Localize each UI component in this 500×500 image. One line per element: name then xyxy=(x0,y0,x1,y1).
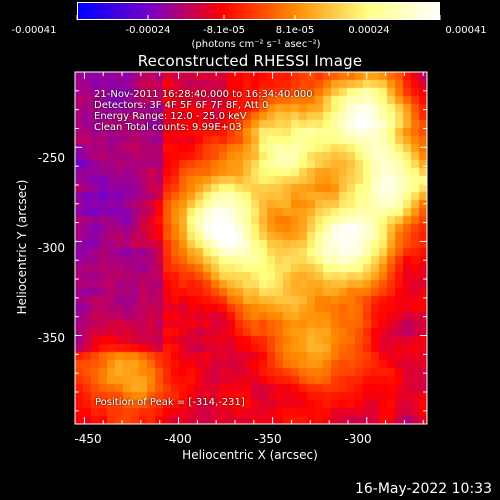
y-axis-label: Heliocentric Y (arcsec) xyxy=(15,179,29,315)
y-tick-label: -250 xyxy=(37,151,65,165)
colorbar-tick: -0.00041 xyxy=(11,25,57,36)
x-tick-label: -350 xyxy=(254,432,282,446)
colorbar-tick: -8.1e-05 xyxy=(203,25,245,36)
colorbar-tick: 0.00041 xyxy=(445,25,487,36)
info-counts: Clean Total counts: 9.99E+03 xyxy=(94,122,242,133)
colorbar-tick: 8.1e-05 xyxy=(275,25,315,36)
x-tick-label: -400 xyxy=(164,432,192,446)
info-time-range: 21-Nov-2011 16:28:40.000 to 16:34:40.000 xyxy=(94,89,313,100)
x-tick-label: -300 xyxy=(344,432,372,446)
x-tick-label: -450 xyxy=(74,432,102,446)
info-detectors: Detectors: 3F 4F 5F 6F 7F 8F, Att 0 xyxy=(94,100,269,111)
plot-frame xyxy=(74,71,428,425)
peak-position: Position of Peak = [-314,-231] xyxy=(95,397,245,408)
heatmap-image xyxy=(75,72,427,424)
x-axis-label: Heliocentric X (arcsec) xyxy=(182,448,318,462)
chart-title: Reconstructed RHESSI Image xyxy=(137,52,363,70)
colorbar xyxy=(77,2,440,20)
y-tick-label: -350 xyxy=(37,331,65,345)
datestamp: 16-May-2022 10:33 xyxy=(354,481,492,497)
y-tick-label: -300 xyxy=(37,241,65,255)
colorbar-tick: 0.00024 xyxy=(348,25,390,36)
colorbar-tick: -0.00024 xyxy=(125,25,171,36)
info-energy-range: Energy Range: 12.0 - 25.0 keV xyxy=(94,111,247,122)
colorbar-units: (photons cm⁻² s⁻¹ asec⁻²) xyxy=(191,39,321,50)
